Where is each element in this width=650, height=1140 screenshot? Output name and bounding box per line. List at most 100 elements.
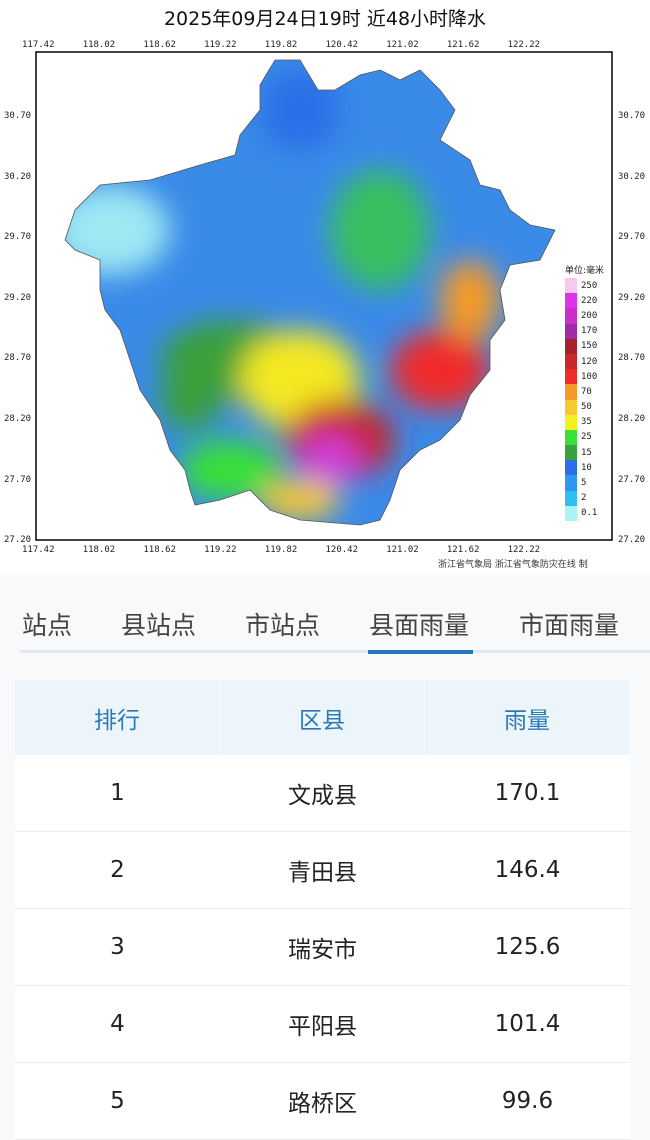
cell-county: 平阳县 — [288, 1014, 357, 1040]
table-row[interactable]: 2 青田县 146.4 — [15, 832, 630, 909]
legend-item: 170 — [565, 323, 604, 339]
cell-rank: 4 — [110, 1011, 125, 1037]
legend-swatch — [565, 308, 577, 324]
lon-tick-label: 121.02 — [386, 40, 419, 50]
lat-tick-label: 28.20 — [618, 414, 646, 424]
legend-label: 100 — [581, 371, 598, 382]
legend-item: 200 — [565, 308, 604, 324]
legend-item: 5 — [565, 475, 604, 491]
tab-divider — [20, 650, 650, 653]
legend-label: 200 — [581, 310, 598, 321]
cell-county: 文成县 — [288, 783, 357, 809]
tab-county-area-rainfall[interactable]: 县面雨量 — [369, 611, 470, 640]
cell-rainfall: 99.6 — [501, 1088, 554, 1114]
cell-rainfall: 170.1 — [494, 780, 561, 806]
legend-swatch — [565, 338, 577, 354]
legend-swatch — [565, 445, 577, 461]
legend-label: 35 — [581, 417, 592, 428]
legend-unit: 单位:毫米 — [565, 266, 605, 276]
legend-item: 250 — [565, 278, 604, 294]
lon-tick-label: 117.42 — [22, 545, 55, 555]
lon-tick-label: 120.42 — [325, 40, 359, 50]
cell-rainfall: 101.4 — [494, 1011, 561, 1037]
tab-county-station[interactable]: 县站点 — [121, 611, 197, 640]
cell-county: 瑞安市 — [288, 937, 357, 963]
tab-station[interactable]: 站点 — [22, 611, 73, 640]
table-row[interactable]: 4 平阳县 101.4 — [15, 986, 630, 1063]
lat-tick-label: 29.70 — [4, 232, 32, 243]
legend-label: 220 — [581, 295, 598, 306]
legend-item: 0.1 — [565, 505, 604, 521]
tab-bar: 站点 县站点 市站点 县面雨量 市面雨量 — [0, 600, 650, 660]
cell-county: 青田县 — [288, 860, 357, 886]
lat-tick-label: 30.20 — [4, 171, 32, 182]
table-row[interactable]: 1 文成县 170.1 — [15, 755, 630, 832]
cell-rank: 3 — [110, 934, 125, 960]
legend-item: 150 — [565, 338, 604, 354]
legend-item: 120 — [565, 353, 604, 370]
legend-swatch — [565, 490, 577, 506]
header-rank: 排行 — [15, 680, 220, 755]
active-tab-indicator — [368, 650, 473, 654]
legend-label: 25 — [581, 432, 592, 443]
legend-swatch — [565, 293, 577, 309]
legend-item: 70 — [565, 384, 604, 400]
cell-rank: 5 — [110, 1088, 125, 1114]
legend-item: 100 — [565, 369, 604, 385]
legend-label: 150 — [581, 341, 598, 352]
cell-rank: 2 — [110, 857, 125, 883]
lon-tick-label: 118.62 — [143, 545, 176, 555]
legend-swatch — [565, 384, 577, 400]
lat-tick-label: 30.70 — [4, 111, 32, 121]
lat-tick-label: 27.70 — [4, 474, 32, 485]
cell-rainfall: 125.6 — [494, 934, 561, 960]
lat-tick-label: 29.70 — [618, 232, 646, 243]
legend-label: 50 — [581, 402, 592, 413]
lon-tick-label: 117.42 — [22, 40, 55, 50]
legend-item: 50 — [565, 399, 604, 415]
table-header: 排行 区县 雨量 — [15, 680, 630, 755]
legend-item: 2 — [565, 490, 604, 506]
rainfall-map — [35, 51, 613, 541]
legend-item: 10 — [565, 460, 604, 476]
lon-tick-label: 119.22 — [204, 545, 237, 555]
tab-city-station[interactable]: 市站点 — [245, 611, 321, 640]
legend-label: 15 — [581, 447, 592, 458]
lat-tick-label: 30.20 — [618, 171, 646, 182]
lat-tick-label: 28.70 — [4, 353, 32, 364]
legend-item: 220 — [565, 293, 604, 309]
tab-city-area-rainfall[interactable]: 市面雨量 — [519, 611, 620, 640]
lat-tick-label: 28.70 — [618, 353, 646, 364]
lat-tick-label: 27.20 — [618, 535, 646, 546]
legend-label: 2 — [581, 493, 587, 504]
cell-rank: 1 — [110, 780, 125, 806]
lat-tick-label: 29.20 — [618, 292, 646, 303]
legend-label: 0.1 — [581, 508, 598, 519]
cell-county: 路桥区 — [288, 1091, 357, 1117]
lon-tick-label: 118.02 — [82, 40, 116, 50]
legend-label: 170 — [581, 326, 598, 337]
lon-tick-label: 119.82 — [264, 40, 298, 50]
lat-tick-label: 29.20 — [4, 292, 32, 303]
legend-label: 10 — [581, 462, 592, 473]
legend-item: 25 — [565, 429, 604, 446]
legend-swatch — [565, 429, 577, 446]
table-row[interactable]: 5 路桥区 99.6 — [15, 1063, 630, 1140]
table-row[interactable]: 3 瑞安市 125.6 — [15, 909, 630, 986]
map-title: 2025年09月24日19时 近48小时降水 — [163, 8, 487, 30]
lon-tick-label: 121.62 — [446, 545, 480, 555]
legend-swatch — [565, 505, 577, 521]
lon-tick-label: 122.22 — [507, 40, 541, 50]
lat-tick-label: 27.20 — [4, 535, 32, 546]
lon-tick-label: 118.62 — [143, 40, 176, 50]
map-credit: 浙江省气象局 浙江省气象防灾在线 制 — [438, 560, 588, 570]
lon-tick-label: 118.02 — [82, 545, 116, 555]
lon-tick-label: 119.82 — [264, 545, 298, 555]
header-rainfall: 雨量 — [425, 680, 630, 755]
lon-tick-label: 120.42 — [325, 545, 359, 555]
map-legend: 单位:毫米 250 220 200 170 150 120 100 70 50 35 25 15 10 5… — [565, 263, 604, 521]
lat-tick-label: 28.20 — [4, 414, 32, 424]
legend-swatch — [565, 369, 577, 385]
legend-item: 15 — [565, 445, 604, 461]
legend-swatch — [565, 323, 577, 339]
